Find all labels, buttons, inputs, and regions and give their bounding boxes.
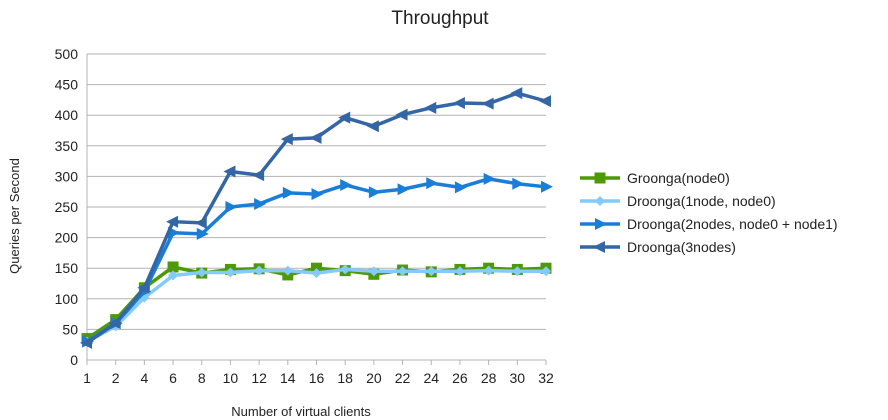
x-tick-label: 32 [538,370,554,386]
x-axis-label: Number of virtual clients [231,404,371,419]
y-tick-label: 250 [55,199,79,215]
data-point [512,177,525,190]
data-point [282,265,293,276]
x-tick-label: 12 [251,370,267,386]
x-tick-label: 4 [140,370,148,386]
data-point [424,101,437,114]
data-point [254,197,267,210]
y-tick-label: 500 [55,46,79,62]
legend: Groonga(node0) Droonga(1node, node0) Droon… [580,170,838,255]
data-point [340,178,353,191]
data-point [368,186,381,199]
data-point [254,265,265,276]
legend-label: Droonga(1node, node0) [627,193,776,209]
x-tick-label: 20 [366,370,382,386]
data-point [282,186,295,199]
data-point [426,177,439,190]
x-tick-label: 30 [510,370,526,386]
y-tick-label: 450 [55,77,79,93]
legend-marker [593,241,605,253]
data-point [137,281,150,294]
data-point [311,268,322,279]
x-tick-label: 24 [423,370,439,386]
data-point [108,317,121,330]
data-point [454,181,467,194]
data-point [397,266,408,277]
data-point [510,87,523,100]
y-tick-label: 350 [55,138,79,154]
y-tick-label: 50 [62,321,78,337]
data-point [167,261,179,273]
data-point [194,216,207,229]
y-tick-label: 150 [55,260,79,276]
data-point [481,97,494,110]
data-point [452,96,465,109]
data-point [541,266,551,277]
x-tick-label: 2 [112,370,120,386]
legend-label: Groonga(node0) [627,170,730,186]
data-point [539,95,551,108]
data-point [340,264,351,275]
series-line-4 [86,91,547,345]
y-tick-label: 300 [55,168,79,184]
data-point [309,131,322,144]
x-tick-label: 22 [395,370,411,386]
x-tick-label: 18 [337,370,353,386]
data-point [541,180,553,193]
data-point [454,266,465,277]
chart-title: Throughput [391,8,489,29]
data-point [280,133,293,146]
x-tick-label: 14 [280,370,296,386]
data-point [338,111,351,124]
x-tick-label: 10 [223,370,239,386]
y-tick-label: 200 [55,230,79,246]
data-point [110,314,122,326]
legend-marker [595,218,607,230]
data-point [483,265,494,276]
data-point [225,201,238,213]
data-point [395,108,408,121]
data-point [196,227,209,240]
data-point [225,267,236,278]
data-point [311,188,324,201]
data-point [80,336,92,349]
data-point [512,266,523,277]
x-tick-label: 8 [198,370,206,386]
legend-label: Droonga(2nodes, node0 + node1) [627,216,838,232]
x-tick-label: 1 [83,370,91,386]
x-tick-label: 26 [452,370,468,386]
data-point [166,215,179,228]
y-tick-label: 100 [55,291,79,307]
x-tick-label: 6 [169,370,177,386]
data-point [252,169,265,182]
data-point [366,120,379,133]
data-point [426,266,437,277]
data-point [483,172,496,185]
data-point [397,183,410,196]
y-tick-label: 400 [55,107,79,123]
x-tick-label: 28 [481,370,497,386]
y-tick-label: 0 [70,352,78,368]
data-point [168,270,179,281]
legend-marker [594,172,606,184]
data-point [223,165,236,178]
legend-marker [595,196,605,206]
x-tick-label: 16 [309,370,325,386]
data-point [368,266,379,277]
y-axis-label: Queries per Second [7,158,22,274]
legend-label: Droonga(3nodes) [627,239,736,255]
data-point [196,267,207,278]
